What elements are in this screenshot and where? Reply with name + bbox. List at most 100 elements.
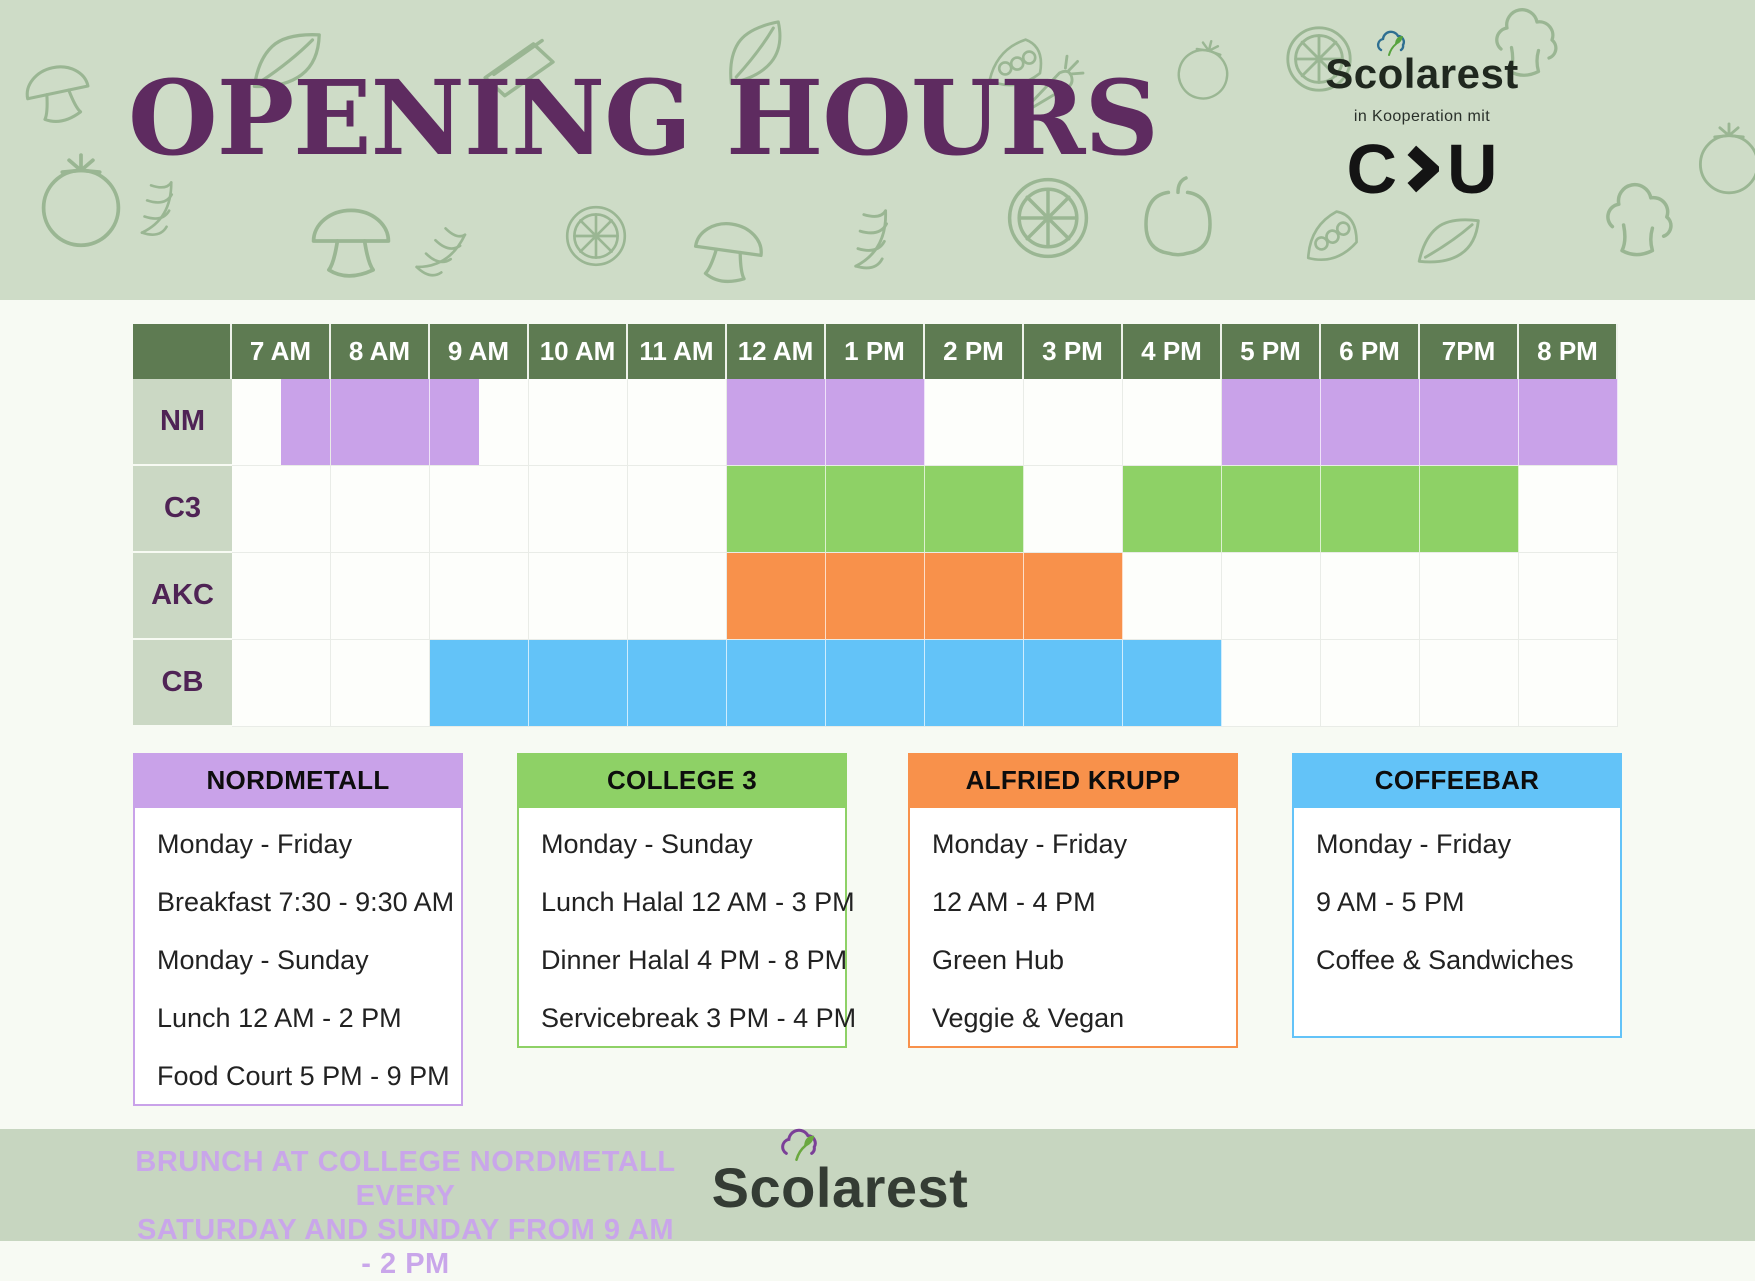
schedule-cell — [529, 466, 628, 553]
time-column-header: 10 AM — [529, 324, 628, 379]
schedule-cell — [1024, 379, 1123, 466]
schedule-cell — [232, 640, 331, 727]
time-column-header: 8 PM — [1519, 324, 1618, 379]
schedule-cell — [1321, 553, 1420, 640]
venue-card-line: Food Court 5 PM - 9 PM — [157, 1061, 450, 1091]
schedule-cell — [727, 379, 826, 466]
schedule-cell — [1519, 466, 1618, 553]
venue-card-line: Lunch 12 AM - 2 PM — [157, 1003, 402, 1033]
schedule-cell — [826, 466, 925, 553]
schedule-cell — [1222, 553, 1321, 640]
venue-card-line: Veggie & Vegan — [932, 1003, 1125, 1033]
schedule-cell — [1519, 640, 1618, 727]
schedule-cell — [826, 379, 925, 466]
row-label-nm: NM — [133, 379, 232, 466]
schedule-cell — [1222, 640, 1321, 727]
time-column-header: 6 PM — [1321, 324, 1420, 379]
venue-card-line: 12 AM - 4 PM — [932, 887, 1096, 917]
cooperation-text: in Kooperation mit — [1353, 108, 1491, 125]
venue-card-line: Monday - Sunday — [541, 829, 753, 859]
schedule-cell — [1321, 379, 1420, 466]
footer-band: BRUNCH AT COLLEGE NORDMETALL EVERY SATUR… — [0, 1128, 1755, 1280]
schedule-cell — [628, 640, 727, 727]
time-column-header: 11 AM — [628, 324, 727, 379]
schedule-cell — [1123, 379, 1222, 466]
row-label-c3: C3 — [133, 466, 232, 553]
venue-card-title: NORDMETALL — [133, 753, 463, 808]
schedule-cell — [628, 553, 727, 640]
schedule-cell — [331, 379, 430, 466]
wordmark-prefix: Sc — [711, 1156, 782, 1219]
venue-card-line: Coffee & Sandwiches — [1316, 945, 1574, 975]
schedule-cell — [1420, 466, 1519, 553]
row-label-akc: AKC — [133, 553, 232, 640]
venue-card-line: Monday - Sunday — [157, 945, 369, 975]
schedule-cell — [1123, 640, 1222, 727]
scolarest-wordmark: Sc o larest — [711, 1128, 969, 1220]
cu-logo-u: U — [1447, 130, 1498, 208]
venue-card-title: ALFRIED KRUPP — [908, 753, 1238, 808]
schedule-cell — [1420, 640, 1519, 727]
schedule-cell — [430, 553, 529, 640]
schedule-cell — [1420, 379, 1519, 466]
venue-card: ALFRIED KRUPP Monday - Friday 12 AM - 4 PM… — [908, 753, 1238, 1048]
row-label-cb: CB — [133, 640, 232, 727]
venue-card-body: Monday - Friday 9 AM - 5 PM Coffee & Sandw… — [1292, 808, 1622, 1038]
schedule-cell — [331, 640, 430, 727]
venue-card: NORDMETALL Monday - Friday Breakfast 7:30 … — [133, 753, 463, 1106]
time-column-header: 12 AM — [727, 324, 826, 379]
schedule-cell — [232, 379, 331, 466]
schedule-cell — [1123, 466, 1222, 553]
schedule-cell — [826, 553, 925, 640]
scolarest-logo-header: Sc o larest in Kooperation mit C U — [1322, 30, 1522, 208]
wordmark-prefix: Sc — [1325, 50, 1378, 97]
scolarest-logo-footer: Sc o larest — [700, 1128, 980, 1220]
venue-card: COLLEGE 3 Monday - Sunday Lunch Halal 12 A… — [517, 753, 857, 1048]
opening-hours-schedule-table: 7 AM 8 AM 9 AM 10 AM 11 AM 12 AM 1 PM 2 PM 3 PM 4… — [133, 324, 1618, 727]
time-column-header: 2 PM — [925, 324, 1024, 379]
venue-card-line: Lunch Halal 12 AM - 3 PM — [541, 887, 855, 917]
schedule-cell — [628, 379, 727, 466]
schedule-cell — [727, 553, 826, 640]
venue-card-line: Green Hub — [932, 945, 1065, 975]
schedule-cell — [430, 379, 529, 466]
venue-card-line: Monday - Friday — [157, 829, 353, 859]
schedule-cell — [727, 640, 826, 727]
schedule-cell — [529, 553, 628, 640]
schedule-cell — [1321, 466, 1420, 553]
schedule-cell — [925, 466, 1024, 553]
schedule-cell — [925, 379, 1024, 466]
time-column-header: 4 PM — [1123, 324, 1222, 379]
time-column-header: 9 AM — [430, 324, 529, 379]
schedule-cell — [1321, 640, 1420, 727]
scolarest-wordmark: Sc o larest — [1325, 30, 1519, 98]
time-column-header: 3 PM — [1024, 324, 1123, 379]
page-title: OPENING HOURS — [128, 58, 1159, 179]
venue-card-line: Dinner Halal 4 PM - 8 PM — [541, 945, 848, 975]
schedule-cell — [331, 466, 430, 553]
schedule-cell — [1222, 466, 1321, 553]
venue-card-line: Servicebreak 3 PM - 4 PM — [541, 1003, 857, 1033]
venue-card-body: Monday - Friday 12 AM - 4 PM Green Hub Vegg… — [908, 808, 1238, 1048]
brunch-note-line1: BRUNCH AT COLLEGE NORDMETALL EVERY — [135, 1146, 676, 1212]
wordmark-suffix: larest — [815, 1156, 969, 1219]
brunch-note-line2: SATURDAY AND SUNDAY FROM 9 AM - 2 PM — [136, 1214, 675, 1280]
schedule-cell — [1024, 553, 1123, 640]
schedule-cell — [925, 553, 1024, 640]
time-column-header: 5 PM — [1222, 324, 1321, 379]
brunch-note: BRUNCH AT COLLEGE NORDMETALL EVERY SATUR… — [133, 1145, 678, 1281]
schedule-cell — [1024, 466, 1123, 553]
schedule-cell — [1519, 379, 1618, 466]
venue-card-body: Monday - Sunday Lunch Halal 12 AM - 3 PM D… — [517, 808, 857, 1048]
time-column-header: 7 AM — [232, 324, 331, 379]
schedule-cell — [925, 640, 1024, 727]
schedule-corner-cell — [133, 324, 232, 379]
schedule-cell — [1420, 553, 1519, 640]
schedule-cell — [331, 553, 430, 640]
tree-icon — [780, 1128, 817, 1161]
wordmark-o: o — [780, 1128, 817, 1220]
venue-card-title: COLLEGE 3 — [517, 753, 847, 808]
schedule-cell — [1123, 553, 1222, 640]
venue-card-line: Monday - Friday — [1316, 829, 1512, 859]
